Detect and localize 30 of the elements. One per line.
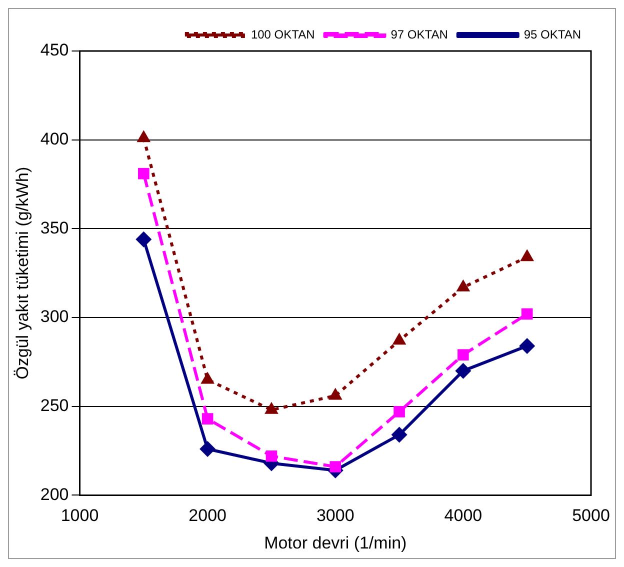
point xyxy=(519,338,536,354)
point xyxy=(394,406,405,418)
x-axis-title: Motor devri (1/min) xyxy=(264,533,407,552)
y-tick-label: 250 xyxy=(40,396,69,416)
x-tick-label: 4000 xyxy=(444,506,482,526)
y-axis-title: Özgül yakıt tüketimi (g/kWh) xyxy=(12,166,32,380)
point xyxy=(455,362,472,379)
point xyxy=(520,249,534,262)
point xyxy=(391,426,408,443)
point xyxy=(458,349,469,360)
y-tick-label: 450 xyxy=(40,40,69,60)
point xyxy=(521,308,533,320)
point xyxy=(136,130,151,142)
point xyxy=(266,450,278,462)
point xyxy=(330,461,342,472)
point xyxy=(200,441,216,458)
legend-label: 97 OKTAN xyxy=(390,27,448,42)
legend-label: 95 OKTAN xyxy=(524,27,582,42)
y-tick-label: 400 xyxy=(40,130,69,149)
x-tick-label: 5000 xyxy=(572,506,610,526)
point xyxy=(202,413,214,424)
x-tick-label: 3000 xyxy=(316,506,354,526)
y-tick-label: 200 xyxy=(40,484,69,504)
x-tick-label: 1000 xyxy=(60,506,99,526)
y-tick-label: 350 xyxy=(40,218,69,238)
y-tick-label: 300 xyxy=(40,307,69,326)
x-tick-label: 2000 xyxy=(188,506,226,526)
point xyxy=(138,168,150,180)
point xyxy=(136,231,152,248)
legend-label: 100 OKTAN xyxy=(250,27,315,42)
